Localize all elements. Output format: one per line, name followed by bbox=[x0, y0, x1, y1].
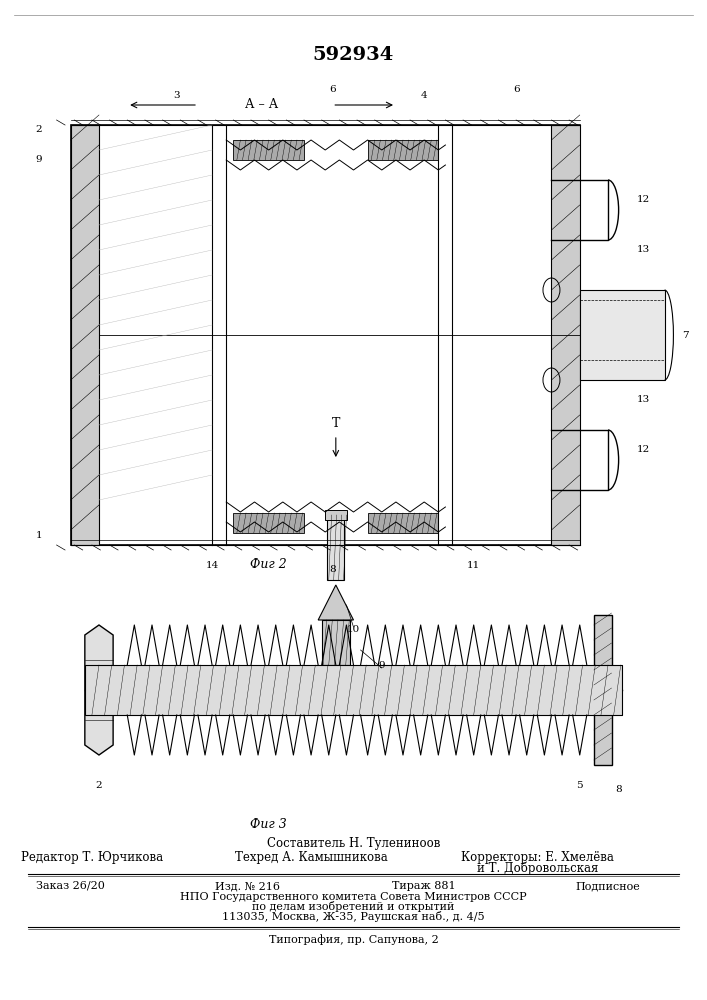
Text: Т: Т bbox=[332, 417, 340, 430]
Text: Составитель Н. Тулениноов: Составитель Н. Тулениноов bbox=[267, 838, 440, 850]
Bar bbox=[325, 510, 347, 520]
Text: 13: 13 bbox=[637, 395, 650, 404]
Text: 5: 5 bbox=[576, 780, 583, 790]
Text: Подписное: Подписное bbox=[575, 881, 641, 891]
Text: 1: 1 bbox=[35, 530, 42, 540]
Bar bbox=[322, 620, 350, 665]
Text: 7: 7 bbox=[682, 330, 689, 340]
Text: 12: 12 bbox=[637, 196, 650, 205]
Text: 8: 8 bbox=[329, 566, 336, 574]
Text: 13: 13 bbox=[637, 245, 650, 254]
Text: Изд. № 216: Изд. № 216 bbox=[215, 881, 280, 891]
Bar bbox=[85, 665, 622, 715]
Text: 6: 6 bbox=[513, 86, 520, 95]
Text: 9: 9 bbox=[35, 155, 42, 164]
Bar bbox=[71, 125, 99, 545]
Polygon shape bbox=[85, 625, 113, 755]
Text: 11: 11 bbox=[467, 560, 480, 570]
FancyBboxPatch shape bbox=[233, 140, 304, 160]
Text: 2: 2 bbox=[35, 125, 42, 134]
Bar bbox=[594, 615, 612, 765]
Text: по делам изобретений и открытий: по делам изобретений и открытий bbox=[252, 902, 455, 912]
Text: Редактор Т. Юрчикова: Редактор Т. Юрчикова bbox=[21, 852, 163, 864]
Text: 4: 4 bbox=[421, 91, 428, 100]
Text: 6: 6 bbox=[329, 86, 336, 95]
Polygon shape bbox=[318, 585, 354, 620]
Text: Техред А. Камышникова: Техред А. Камышникова bbox=[235, 852, 387, 864]
Bar bbox=[327, 515, 344, 580]
Text: Корректоры: Е. Хмелёва: Корректоры: Е. Хмелёва bbox=[461, 852, 614, 864]
Bar bbox=[71, 125, 580, 545]
Bar bbox=[551, 125, 580, 545]
Text: 2: 2 bbox=[95, 780, 103, 790]
FancyBboxPatch shape bbox=[368, 140, 438, 160]
Text: Фиг 3: Фиг 3 bbox=[250, 818, 287, 832]
Text: 592934: 592934 bbox=[313, 46, 394, 64]
Text: Заказ 26/20: Заказ 26/20 bbox=[36, 881, 105, 891]
Text: НПО Государственного комитета Совета Министров СССР: НПО Государственного комитета Совета Мин… bbox=[180, 892, 527, 902]
Text: 9: 9 bbox=[378, 660, 385, 670]
Text: Типография, пр. Сапунова, 2: Типография, пр. Сапунова, 2 bbox=[269, 935, 438, 945]
Text: 14: 14 bbox=[206, 560, 218, 570]
Text: и Т. Добровольская: и Т. Добровольская bbox=[477, 861, 598, 875]
Text: 10: 10 bbox=[347, 626, 360, 635]
FancyBboxPatch shape bbox=[233, 513, 304, 533]
Text: 3: 3 bbox=[173, 91, 180, 100]
Text: 12: 12 bbox=[637, 446, 650, 454]
FancyBboxPatch shape bbox=[368, 513, 438, 533]
Bar bbox=[580, 290, 665, 380]
Text: Тираж 881: Тираж 881 bbox=[392, 881, 456, 891]
Text: А – А: А – А bbox=[245, 99, 279, 111]
Text: 8: 8 bbox=[615, 786, 622, 794]
Text: 113035, Москва, Ж-35, Раушская наб., д. 4/5: 113035, Москва, Ж-35, Раушская наб., д. … bbox=[222, 912, 485, 922]
Text: Фиг 2: Фиг 2 bbox=[250, 558, 287, 572]
